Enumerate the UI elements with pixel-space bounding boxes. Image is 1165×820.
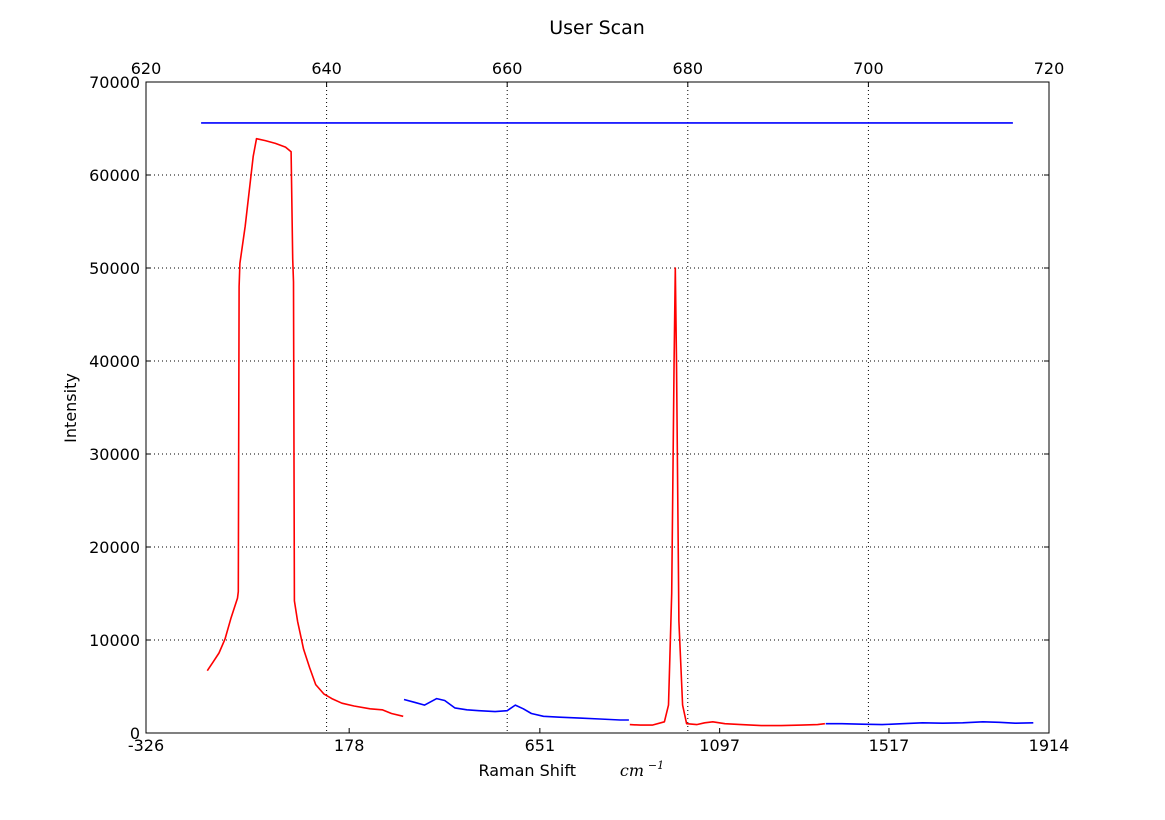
grid-layer xyxy=(146,82,1049,733)
series-line-5 xyxy=(825,720,1034,726)
y-tick-label: 20000 xyxy=(89,538,140,557)
y-tick-label: 0 xyxy=(130,724,140,743)
x-axis-label: Raman Shift cm −1 xyxy=(478,759,664,780)
x-bottom-tick-label: 1097 xyxy=(699,736,740,755)
x-top-tick-label: 720 xyxy=(1034,59,1065,78)
x-axis-unit-base: cm xyxy=(620,761,644,780)
x-bottom-tick-label: 651 xyxy=(525,736,556,755)
x-axis-unit-exponent: −1 xyxy=(648,759,664,772)
x-top-tick-label: 620 xyxy=(131,59,162,78)
series-line-3 xyxy=(403,697,629,721)
x-bottom-tick-label: 1517 xyxy=(869,736,910,755)
x-top-tick-label: 660 xyxy=(492,59,523,78)
x-top-tick-label: 680 xyxy=(673,59,704,78)
chart-title: User Scan xyxy=(549,17,645,39)
y-tick-label: 50000 xyxy=(89,259,140,278)
y-tick-label: 30000 xyxy=(89,445,140,464)
x-top-tick-label: 700 xyxy=(853,59,884,78)
y-tick-label: 40000 xyxy=(89,352,140,371)
y-axis-label: Intensity xyxy=(61,373,80,443)
series-line-4 xyxy=(629,267,825,727)
x-bottom-tick-label: -326 xyxy=(128,736,164,755)
x-bottom-tick-label: 1914 xyxy=(1029,736,1070,755)
x-axis-label-text: Raman Shift xyxy=(478,761,576,780)
plot-frame xyxy=(145,81,1050,734)
y-tick-label: 60000 xyxy=(89,166,140,185)
x-bottom-tick-label: 178 xyxy=(334,736,365,755)
y-tick-label: 70000 xyxy=(89,73,140,92)
x-top-tick-label: 640 xyxy=(311,59,342,78)
series-line-2 xyxy=(206,137,404,718)
tick-layer: 0 10000 20000 30000 40000 50000 60000 70000 -326… xyxy=(89,59,1069,755)
series-layer xyxy=(201,122,1034,727)
y-tick-label: 10000 xyxy=(89,631,140,650)
